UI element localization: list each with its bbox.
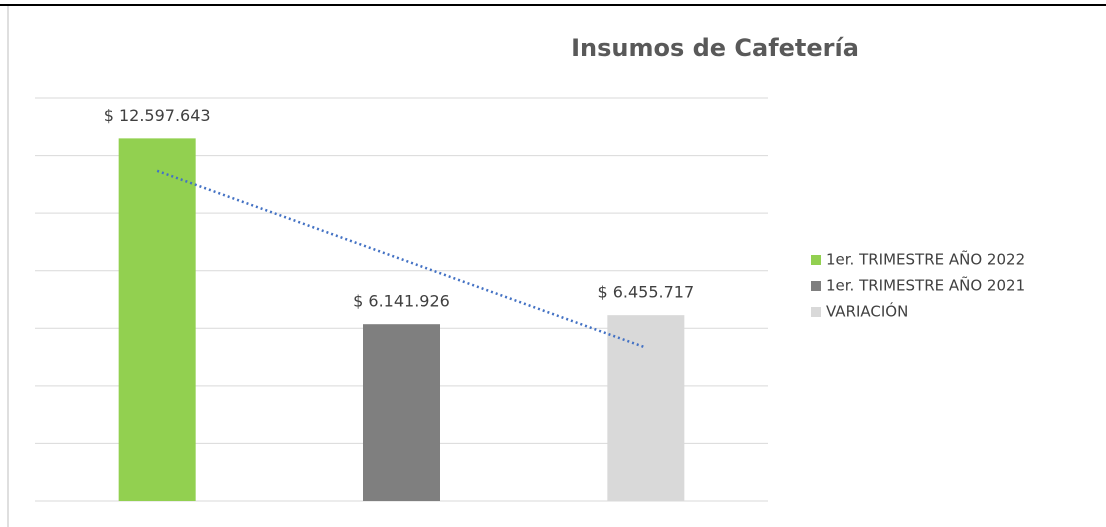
data-label: $ 6.141.926 xyxy=(353,292,450,311)
legend-label: 1er. TRIMESTRE AÑO 2022 xyxy=(826,250,1025,269)
data-label: $ 6.455.717 xyxy=(597,283,694,302)
legend-swatch xyxy=(811,255,821,265)
legend-label: 1er. TRIMESTRE AÑO 2021 xyxy=(826,276,1025,295)
chart-title: Insumos de Cafetería xyxy=(571,34,859,62)
data-label: $ 12.597.643 xyxy=(104,106,211,125)
bar xyxy=(607,315,685,501)
legend-swatch xyxy=(811,307,821,317)
bar xyxy=(363,324,440,501)
legend-swatch xyxy=(811,281,821,291)
trendline xyxy=(156,169,647,349)
bar xyxy=(118,138,196,501)
legend-label: VARIACIÓN xyxy=(826,302,908,321)
